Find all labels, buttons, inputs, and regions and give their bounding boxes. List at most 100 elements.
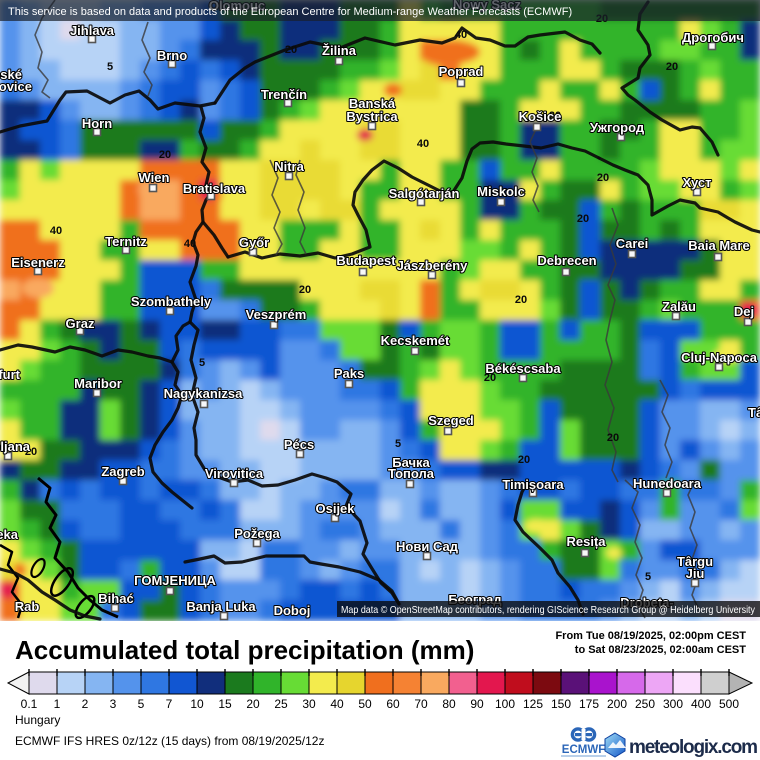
svg-text:175: 175: [579, 697, 599, 711]
svg-text:20: 20: [607, 432, 619, 444]
svg-text:20: 20: [577, 213, 589, 225]
svg-text:300: 300: [663, 697, 683, 711]
svg-text:Eisenerz: Eisenerz: [11, 255, 65, 270]
svg-text:Hunedoara: Hunedoara: [633, 476, 702, 491]
svg-text:125: 125: [523, 697, 543, 711]
svg-text:Дрогобич: Дрогобич: [682, 30, 744, 45]
svg-text:This service is based on data: This service is based on data and produc…: [8, 6, 572, 18]
svg-text:5: 5: [199, 357, 205, 369]
svg-text:Cluj-Napoca: Cluj-Napoca: [681, 350, 758, 365]
svg-text:ECMWF IFS HRES 0z/12z (15 days: ECMWF IFS HRES 0z/12z (15 days) from 08/…: [15, 734, 324, 748]
svg-text:150: 150: [551, 697, 571, 711]
svg-text:meteologix.com: meteologix.com: [629, 737, 757, 758]
svg-text:Nagykanizsa: Nagykanizsa: [164, 386, 244, 401]
svg-text:Győr: Győr: [239, 235, 269, 250]
svg-text:40: 40: [455, 29, 467, 41]
svg-text:20: 20: [159, 149, 171, 161]
svg-text:30: 30: [302, 697, 316, 711]
svg-text:ECMWF: ECMWF: [562, 744, 605, 756]
svg-text:Carei: Carei: [616, 236, 649, 251]
svg-text:Košice: Košice: [519, 109, 562, 124]
svg-text:Rijeka: Rijeka: [0, 527, 19, 542]
svg-text:ГОМЈЕНИЦА: ГОМЈЕНИЦА: [134, 573, 216, 588]
svg-text:Virovitica: Virovitica: [205, 466, 264, 481]
svg-text:Bratislava: Bratislava: [183, 181, 246, 196]
svg-text:Топола: Топола: [388, 466, 435, 481]
svg-text:Ternitz: Ternitz: [105, 234, 147, 249]
svg-text:Hungary: Hungary: [15, 713, 60, 727]
svg-text:Хуст: Хуст: [682, 175, 711, 190]
svg-text:Kecskemét: Kecskemét: [381, 333, 450, 348]
svg-text:70: 70: [414, 697, 428, 711]
svg-text:Banská: Banská: [349, 96, 396, 111]
svg-text:20: 20: [25, 446, 37, 458]
svg-text:250: 250: [635, 697, 655, 711]
svg-text:Accumulated total precipitatio: Accumulated total precipitation (mm): [15, 635, 474, 665]
svg-text:Budapest: Budapest: [336, 253, 396, 268]
svg-text:5: 5: [395, 438, 401, 450]
svg-text:40: 40: [417, 138, 429, 150]
svg-text:5: 5: [645, 571, 651, 583]
svg-text:Rab: Rab: [15, 599, 40, 614]
svg-text:Jihlava: Jihlava: [70, 23, 115, 38]
svg-text:10: 10: [190, 697, 204, 711]
svg-text:to Sat 08/23/2025, 02:00am CES: to Sat 08/23/2025, 02:00am CEST: [575, 644, 746, 656]
svg-text:Brno: Brno: [157, 48, 187, 63]
svg-text:České: České: [0, 67, 22, 82]
svg-text:Baia Mare: Baia Mare: [688, 238, 749, 253]
svg-text:Požega: Požega: [234, 526, 280, 541]
svg-text:40: 40: [330, 697, 344, 711]
svg-text:20: 20: [518, 454, 530, 466]
svg-text:25: 25: [274, 697, 288, 711]
svg-text:20: 20: [549, 110, 561, 122]
svg-text:5: 5: [107, 61, 113, 73]
svg-text:20: 20: [515, 294, 527, 306]
svg-text:Debrecen: Debrecen: [537, 253, 596, 268]
svg-text:20: 20: [299, 284, 311, 296]
svg-text:Jiu: Jiu: [686, 566, 705, 581]
svg-text:Timișoara: Timișoara: [502, 477, 564, 492]
svg-text:Târgu: Târgu: [677, 554, 713, 569]
svg-text:Târgu: Târgu: [748, 405, 760, 420]
svg-text:Maribor: Maribor: [74, 376, 122, 391]
svg-text:Szombathely: Szombathely: [131, 294, 212, 309]
svg-text:1: 1: [54, 697, 61, 711]
svg-text:Banja Luka: Banja Luka: [186, 599, 256, 614]
svg-text:Szeged: Szeged: [428, 413, 474, 428]
svg-text:Bystrica: Bystrica: [346, 109, 398, 124]
svg-text:Horn: Horn: [82, 116, 112, 131]
svg-text:Nitra: Nitra: [274, 159, 304, 174]
svg-text:Ljubljana: Ljubljana: [0, 439, 31, 454]
svg-text:90: 90: [470, 697, 484, 711]
svg-text:From Tue 08/19/2025, 02:00pm C: From Tue 08/19/2025, 02:00pm CEST: [555, 630, 746, 642]
svg-text:80: 80: [442, 697, 456, 711]
svg-text:Graz: Graz: [66, 316, 95, 331]
svg-text:Žilina: Žilina: [322, 43, 357, 58]
svg-text:500: 500: [719, 697, 739, 711]
svg-text:Bihać: Bihać: [98, 591, 133, 606]
svg-text:400: 400: [691, 697, 711, 711]
svg-text:Pécs: Pécs: [284, 437, 314, 452]
svg-text:Doboj: Doboj: [274, 603, 311, 618]
svg-text:60: 60: [386, 697, 400, 711]
svg-text:Trenčín: Trenčín: [261, 87, 307, 102]
svg-text:20: 20: [246, 697, 260, 711]
svg-text:50: 50: [358, 697, 372, 711]
svg-text:Ужгород: Ужгород: [590, 120, 645, 135]
svg-text:Zagreb: Zagreb: [101, 464, 144, 479]
svg-text:Нови Сад: Нови Сад: [396, 539, 459, 554]
svg-text:Békéscsaba: Békéscsaba: [485, 361, 561, 376]
svg-text:Osijek: Osijek: [315, 501, 355, 516]
svg-text:Poprad: Poprad: [439, 64, 484, 79]
svg-text:200: 200: [607, 697, 627, 711]
svg-text:20: 20: [285, 44, 297, 56]
svg-text:100: 100: [495, 697, 515, 711]
svg-text:20: 20: [597, 172, 609, 184]
svg-text:5: 5: [138, 697, 145, 711]
svg-text:40: 40: [184, 238, 196, 250]
svg-text:15: 15: [218, 697, 232, 711]
svg-text:Salgótarján: Salgótarján: [389, 186, 460, 201]
svg-text:20: 20: [484, 372, 496, 384]
svg-text:0.1: 0.1: [21, 697, 38, 711]
svg-text:Klagenfurt: Klagenfurt: [0, 367, 21, 382]
